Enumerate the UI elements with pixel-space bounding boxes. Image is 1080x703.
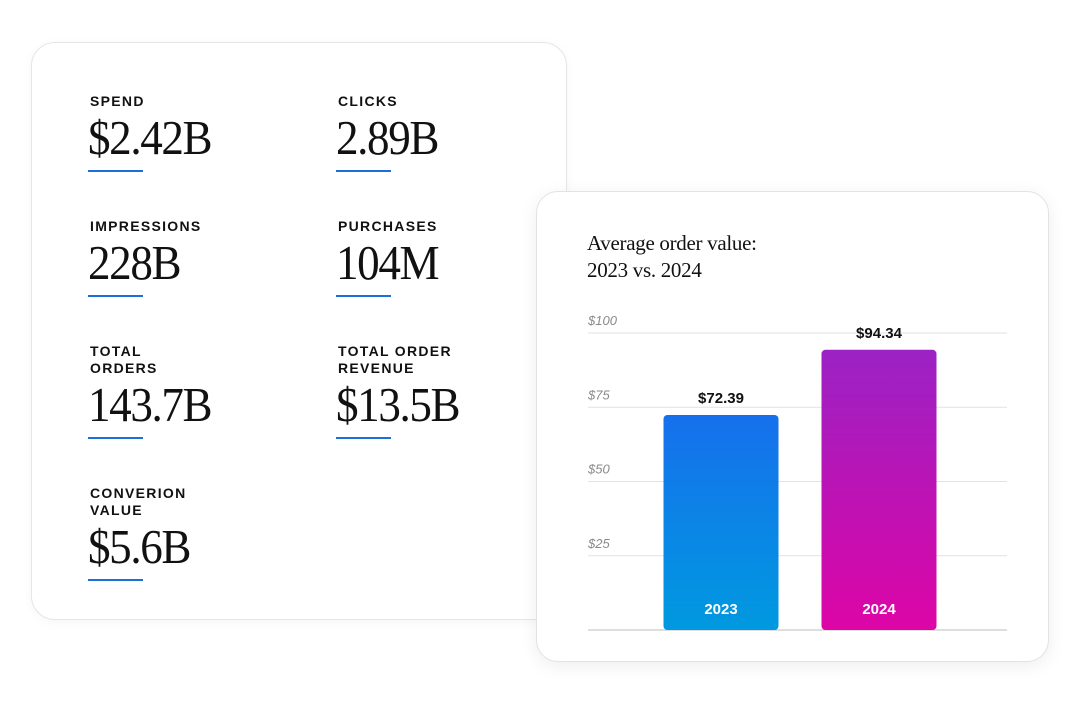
metric-value: 2.89B	[336, 110, 439, 165]
bar-chart: $25 $50 $75 $100 $72.39 2023 $94.34 2024	[587, 313, 1007, 631]
metric-underline	[88, 170, 143, 172]
y-tick-label: $50	[587, 462, 610, 477]
bar-category-label: 2024	[862, 601, 896, 618]
bar-2023	[663, 415, 779, 630]
metric-label: TOTAL ORDER REVENUE	[338, 343, 452, 376]
chart-title: Average order value: 2023 vs. 2024	[587, 231, 757, 282]
chart-card: Average order value: 2023 vs. 2024 $25 $5…	[536, 191, 1049, 662]
metric-underline	[336, 437, 391, 439]
metric-label: PURCHASES	[338, 218, 438, 234]
metric-underline	[336, 295, 391, 297]
metric-value: $5.6B	[88, 519, 191, 574]
metric-impressions: IMPRESSIONS 228B	[88, 218, 288, 297]
metric-underline	[88, 295, 143, 297]
metric-underline	[88, 437, 143, 439]
metric-underline	[336, 170, 391, 172]
y-tick-label: $25	[587, 536, 610, 551]
metric-total-orders: TOTAL ORDERS 143.7B	[88, 343, 288, 439]
bar-2024	[821, 349, 937, 630]
metric-label: TOTAL ORDERS	[90, 343, 158, 376]
metric-label: CLICKS	[338, 93, 398, 109]
metric-label: IMPRESSIONS	[90, 218, 202, 234]
metrics-card: SPEND $2.42B CLICKS 2.89B IMPRESSIONS 22…	[31, 42, 567, 620]
metric-underline	[88, 579, 143, 581]
metric-label: CONVERION VALUE	[90, 485, 187, 518]
metric-spend: SPEND $2.42B	[88, 93, 288, 172]
metric-value: 228B	[88, 235, 182, 290]
metric-value: 143.7B	[88, 377, 213, 432]
bar-value-label: $72.39	[698, 390, 744, 407]
metric-purchases: PURCHASES 104M	[336, 218, 536, 297]
y-tick-label: $75	[587, 387, 610, 402]
metric-value: $13.5B	[336, 377, 461, 432]
bar-category-label: 2023	[704, 601, 737, 618]
metric-value: $2.42B	[88, 110, 213, 165]
metric-conversion-value: CONVERION VALUE $5.6B	[88, 485, 288, 581]
metric-label: SPEND	[90, 93, 145, 109]
metric-value: 104M	[336, 235, 440, 290]
metric-clicks: CLICKS 2.89B	[336, 93, 536, 172]
bar-value-label: $94.34	[856, 325, 903, 342]
y-tick-label: $100	[587, 313, 618, 328]
metric-total-order-revenue: TOTAL ORDER REVENUE $13.5B	[336, 343, 536, 439]
